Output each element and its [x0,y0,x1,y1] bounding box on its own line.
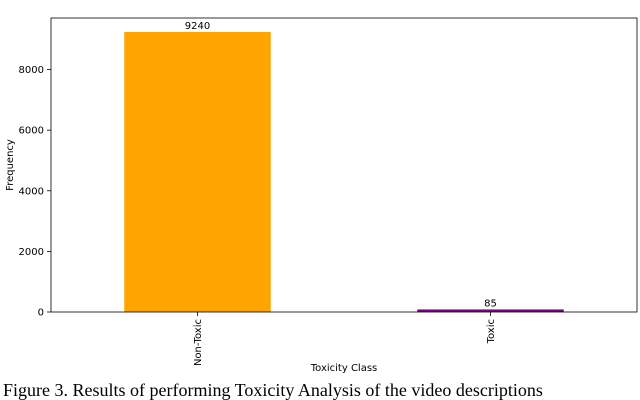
x-tick-label: Non-Toxic [193,319,204,366]
bar [417,309,564,312]
x-tick-label: Toxic [486,319,497,344]
y-tick-label: 6000 [19,126,44,137]
y-tick-label: 4000 [19,186,44,197]
y-tick-label: 8000 [19,65,44,76]
plot-frame [50,17,638,313]
bar [124,32,271,312]
data-label: 9240 [185,21,210,32]
y-tick-label: 0 [38,308,44,319]
y-tick-label: 2000 [19,247,44,258]
y-axis-label: Frequency [5,139,16,191]
caption: Figure 3. Results of performing Toxicity… [3,380,543,400]
data-label: 85 [484,298,497,309]
x-axis-label: Toxicity Class [310,363,378,374]
